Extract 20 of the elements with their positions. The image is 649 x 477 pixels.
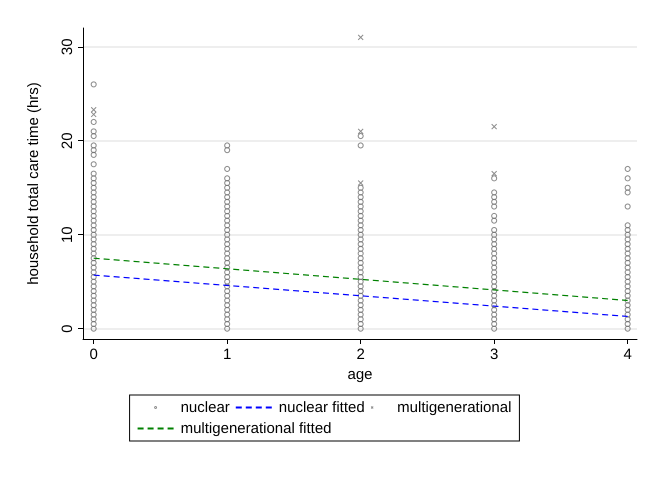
x-tick-label: 0 xyxy=(90,346,98,363)
point xyxy=(358,180,364,186)
y-tick-label: 0 xyxy=(59,324,76,333)
x-tick-label: 2 xyxy=(356,346,365,363)
point xyxy=(491,170,498,177)
y-tick-label: 30 xyxy=(59,38,76,56)
x-tick-label: 1 xyxy=(223,346,232,363)
point xyxy=(491,124,498,130)
legend-label: multigenerational fitted xyxy=(180,420,332,437)
legend-label: nuclear xyxy=(180,399,230,416)
legend-label: nuclear fitted xyxy=(278,399,365,416)
point xyxy=(358,128,364,134)
y-tick-label: 10 xyxy=(59,226,76,244)
x-tick-label: 4 xyxy=(623,346,632,363)
y-axis-title: household total care time (hrs) xyxy=(25,82,42,285)
legend-label: multigenerational xyxy=(397,399,512,416)
x-tick-label: 3 xyxy=(490,346,498,363)
y-tick-label: 20 xyxy=(59,132,76,150)
x-axis-title: age xyxy=(347,366,373,383)
point xyxy=(358,34,364,40)
